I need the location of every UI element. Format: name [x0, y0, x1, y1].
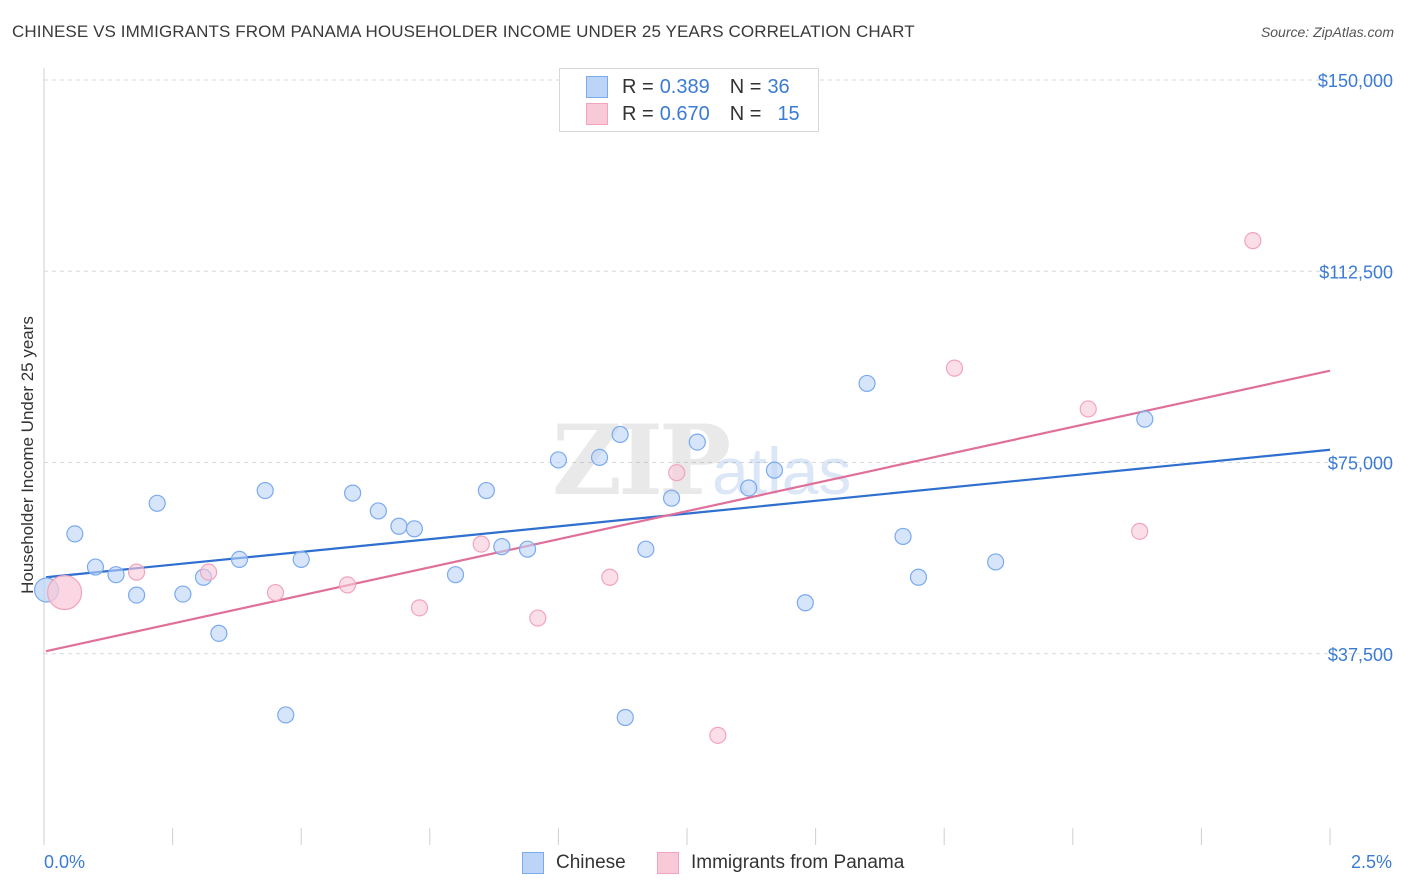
- point-panama: [410, 599, 429, 617]
- axes: [43, 68, 1331, 845]
- point-panama: [1079, 400, 1097, 418]
- point-panama: [1244, 232, 1262, 250]
- point-panama: [127, 563, 146, 581]
- point-chinese: [86, 558, 105, 576]
- point-chinese: [477, 481, 495, 500]
- x-tick-label-max: 2.5%: [1351, 852, 1393, 872]
- point-panama: [601, 568, 619, 586]
- point-chinese: [894, 527, 912, 546]
- series-label-chinese: Chinese: [556, 852, 626, 873]
- point-panama: [338, 576, 357, 594]
- legend-swatch-panama: [586, 103, 608, 125]
- point-panama: [1131, 522, 1149, 540]
- series-label-panama: Immigrants from Panama: [691, 852, 905, 873]
- point-chinese: [518, 540, 537, 558]
- point-chinese: [616, 708, 634, 727]
- point-panama: [945, 359, 964, 377]
- point-chinese: [909, 568, 928, 586]
- point-chinese: [277, 706, 295, 724]
- point-panama: [46, 574, 83, 611]
- y-tick-label: $150,000: [1318, 71, 1393, 91]
- x-tick-label-min: 0.0%: [44, 852, 86, 872]
- point-chinese: [740, 479, 758, 497]
- y-tick-labels: $37,500 $75,000 $112,500 $150,000: [1318, 71, 1393, 665]
- point-chinese: [256, 481, 274, 500]
- trend-lines: [45, 369, 1331, 653]
- point-chinese: [405, 520, 423, 538]
- point-chinese: [230, 550, 249, 569]
- legend-r-label: R =: [622, 102, 654, 125]
- point-chinese: [344, 484, 362, 502]
- point-chinese: [66, 525, 84, 543]
- point-chinese: [796, 594, 814, 612]
- point-panama: [472, 535, 490, 553]
- trend-line-panama: [45, 369, 1331, 653]
- point-panama: [200, 563, 218, 581]
- y-axis-label: Householder Income Under 25 years: [18, 316, 37, 594]
- series-swatch-panama: [657, 852, 679, 874]
- point-panama: [266, 583, 285, 602]
- point-chinese: [637, 540, 655, 558]
- grid-lines: [44, 79, 1394, 655]
- point-chinese: [662, 489, 681, 507]
- point-panama: [668, 464, 686, 482]
- point-chinese: [127, 586, 146, 604]
- point-chinese: [369, 502, 387, 520]
- legend-n-value-panama: 15: [777, 102, 800, 125]
- point-chinese: [611, 425, 629, 444]
- point-panama: [529, 609, 547, 627]
- legend-n-value-chinese: 36: [767, 75, 790, 98]
- series-legend-chinese: Chinese: [522, 852, 626, 874]
- legend-swatch-chinese: [586, 76, 608, 98]
- point-chinese: [987, 553, 1005, 571]
- point-chinese: [292, 550, 310, 569]
- legend-n-label: N =: [729, 75, 762, 98]
- point-chinese: [549, 451, 568, 469]
- y-tick-label: $37,500: [1328, 645, 1393, 665]
- chart-title: CHINESE VS IMMIGRANTS FROM PANAMA HOUSEH…: [12, 22, 915, 41]
- legend-row-panama: R = 0.670 N = 15: [586, 101, 800, 127]
- point-panama: [709, 726, 727, 744]
- point-chinese: [148, 494, 166, 512]
- point-chinese: [174, 585, 192, 603]
- source-credit: Source: ZipAtlas.com: [1260, 24, 1394, 40]
- legend-n-label: N =: [729, 102, 762, 125]
- legend-r-label: R =: [622, 75, 654, 98]
- point-chinese: [765, 461, 784, 479]
- watermark-zip: ZIP: [552, 404, 729, 517]
- y-tick-label: $112,500: [1319, 262, 1393, 282]
- series-legend: Chinese Immigrants from Panama: [0, 852, 1406, 878]
- point-chinese: [107, 566, 125, 584]
- legend-r-value-chinese: 0.389: [659, 75, 710, 98]
- trend-line-chinese: [45, 448, 1331, 579]
- series-legend-panama: Immigrants from Panama: [657, 852, 904, 874]
- point-chinese: [688, 433, 706, 451]
- point-chinese: [590, 448, 609, 466]
- point-chinese: [446, 566, 465, 584]
- series-swatch-chinese: [522, 852, 544, 874]
- legend-row-chinese: R = 0.389 N = 36: [586, 74, 790, 100]
- data-points: [33, 232, 1262, 744]
- point-chinese: [493, 538, 511, 556]
- point-chinese: [390, 517, 408, 535]
- point-chinese: [858, 374, 876, 393]
- point-chinese: [1136, 410, 1154, 428]
- legend-r-value-panama: 0.670: [659, 102, 710, 125]
- y-tick-label: $75,000: [1328, 454, 1393, 474]
- stats-legend: R = 0.389 N = 36 R = 0.670 N = 15: [559, 68, 819, 132]
- point-chinese: [210, 624, 228, 642]
